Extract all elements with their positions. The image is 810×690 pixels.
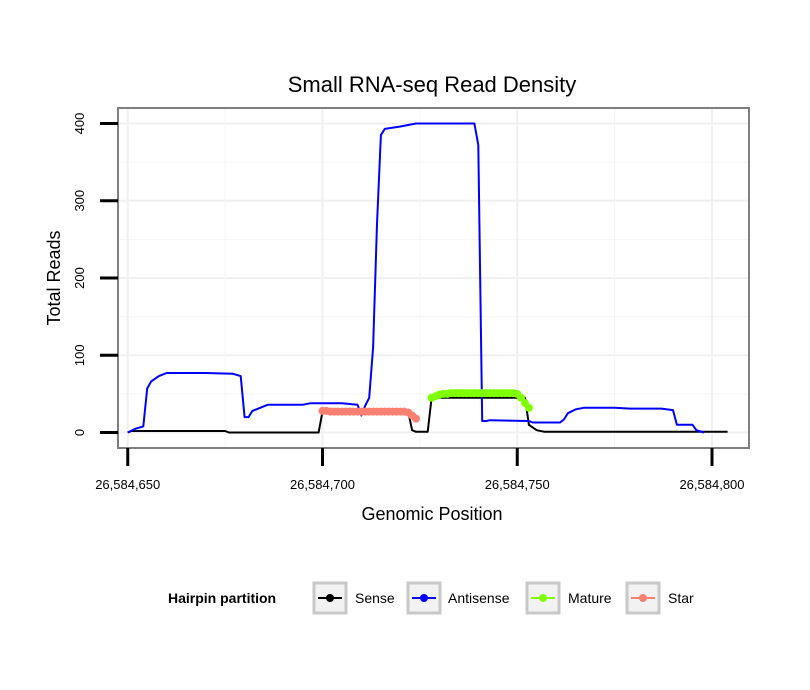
legend-label: Antisense bbox=[448, 590, 510, 606]
series-star bbox=[318, 406, 420, 423]
legend: Hairpin partition Sense Antisense Mature St… bbox=[168, 581, 694, 615]
legend-item-mature: Mature bbox=[525, 581, 612, 615]
legend-label: Sense bbox=[355, 590, 395, 606]
x-tick-label: 26,584,800 bbox=[679, 477, 744, 492]
series-layer bbox=[127, 122, 728, 434]
data-point-mature bbox=[524, 403, 533, 412]
data-point-star bbox=[411, 414, 420, 423]
x-axis-title: Genomic Position bbox=[361, 504, 502, 524]
x-tick-label: 26,584,650 bbox=[95, 477, 160, 492]
y-tick-label: 100 bbox=[72, 344, 87, 366]
legend-label: Mature bbox=[568, 590, 612, 606]
legend-key-dot bbox=[420, 594, 428, 602]
legend-item-antisense: Antisense bbox=[406, 581, 510, 615]
x-tick-label: 26,584,700 bbox=[290, 477, 355, 492]
y-tick-label: 0 bbox=[72, 429, 87, 436]
legend-item-sense: Sense bbox=[312, 581, 395, 615]
chart-title: Small RNA-seq Read Density bbox=[288, 72, 577, 97]
legend-label: Star bbox=[668, 590, 694, 606]
series-line-sense bbox=[127, 396, 728, 434]
series-sense bbox=[127, 396, 728, 434]
y-tick-label: 300 bbox=[72, 190, 87, 212]
legend-key-dot bbox=[639, 594, 647, 602]
legend-item-star: Star bbox=[625, 581, 694, 615]
series-antisense bbox=[127, 122, 705, 434]
legend-key-dot bbox=[539, 594, 547, 602]
x-tick-label: 26,584,750 bbox=[485, 477, 550, 492]
y-axis-title: Total Reads bbox=[44, 230, 64, 325]
y-tick-label: 200 bbox=[72, 267, 87, 289]
y-axis: 0 100 200 300 400 bbox=[72, 113, 118, 436]
y-tick-label: 400 bbox=[72, 113, 87, 135]
legend-key-dot bbox=[326, 594, 334, 602]
legend-title: Hairpin partition bbox=[168, 590, 276, 606]
series-line-antisense bbox=[127, 122, 705, 434]
x-axis: 26,584,650 26,584,700 26,584,750 26,584,800 bbox=[95, 448, 745, 492]
series-mature bbox=[427, 389, 533, 412]
